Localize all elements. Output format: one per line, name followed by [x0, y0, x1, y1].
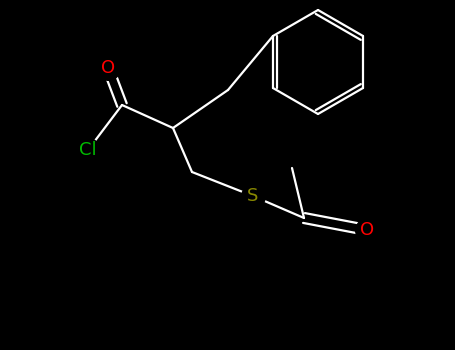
- Text: Cl: Cl: [79, 141, 97, 159]
- Text: S: S: [248, 187, 259, 205]
- Text: O: O: [101, 59, 115, 77]
- Text: O: O: [360, 221, 374, 239]
